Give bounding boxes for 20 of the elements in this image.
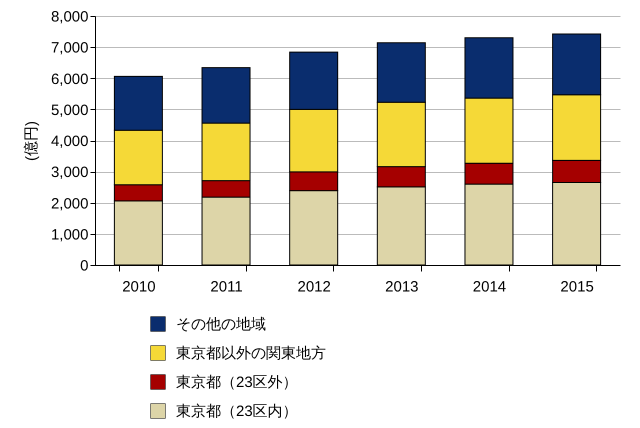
x-tick-label: 2012 <box>297 278 331 296</box>
x-tick-label: 2010 <box>122 278 156 296</box>
y-tick-label: 6,000 <box>50 70 88 88</box>
legend-label: 東京都（23区外） <box>176 374 298 391</box>
y-tick-label: 5,000 <box>50 102 88 119</box>
y-tick-label: 3,000 <box>50 164 88 182</box>
y-tick-label: 4,000 <box>50 133 88 150</box>
y-tick-label: 2,000 <box>50 195 88 212</box>
x-tick-label: 2011 <box>210 278 243 296</box>
y-axis-title: (億円) <box>22 121 40 161</box>
y-tick-label: 8,000 <box>50 8 88 26</box>
x-tick-label: 2013 <box>385 278 419 296</box>
y-tick-label: 0 <box>80 258 88 274</box>
x-tick-label: 2015 <box>560 278 594 296</box>
legend-label: 東京都以外の関東地方 <box>176 345 326 362</box>
legend-label: その他の地域 <box>176 316 266 333</box>
legend-label: 東京都（23区内） <box>176 403 298 420</box>
y-tick-label: 1,000 <box>50 226 88 244</box>
y-tick-label: 7,000 <box>50 40 88 57</box>
x-tick-label: 2014 <box>472 278 506 296</box>
